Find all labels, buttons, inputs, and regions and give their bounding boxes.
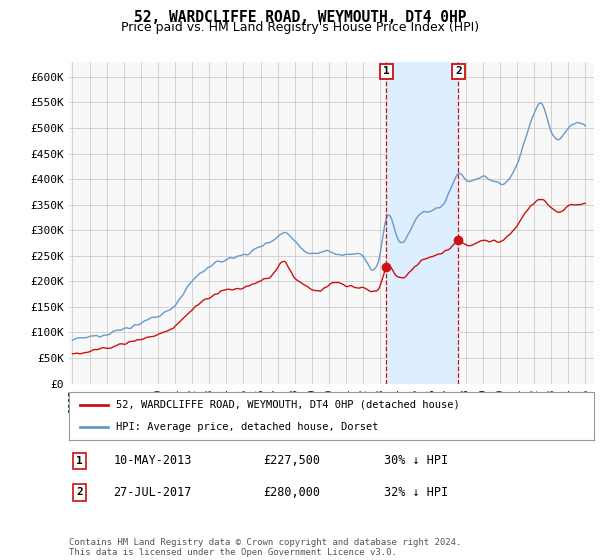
Text: 2: 2 <box>76 487 83 497</box>
Bar <box>386 62 458 384</box>
Text: £280,000: £280,000 <box>263 486 320 499</box>
Text: 1: 1 <box>76 456 83 466</box>
Text: 27-JUL-2017: 27-JUL-2017 <box>113 486 192 499</box>
Text: Price paid vs. HM Land Registry's House Price Index (HPI): Price paid vs. HM Land Registry's House … <box>121 21 479 34</box>
Text: 52, WARDCLIFFE ROAD, WEYMOUTH, DT4 0HP (detached house): 52, WARDCLIFFE ROAD, WEYMOUTH, DT4 0HP (… <box>116 400 460 410</box>
Text: 30% ↓ HPI: 30% ↓ HPI <box>384 454 448 468</box>
Text: 32% ↓ HPI: 32% ↓ HPI <box>384 486 448 499</box>
Text: 1: 1 <box>383 67 390 76</box>
Text: 52, WARDCLIFFE ROAD, WEYMOUTH, DT4 0HP: 52, WARDCLIFFE ROAD, WEYMOUTH, DT4 0HP <box>134 10 466 25</box>
Text: Contains HM Land Registry data © Crown copyright and database right 2024.
This d: Contains HM Land Registry data © Crown c… <box>69 538 461 557</box>
Text: HPI: Average price, detached house, Dorset: HPI: Average price, detached house, Dors… <box>116 422 379 432</box>
Text: 2: 2 <box>455 67 462 76</box>
Text: 10-MAY-2013: 10-MAY-2013 <box>113 454 192 468</box>
Text: £227,500: £227,500 <box>263 454 320 468</box>
